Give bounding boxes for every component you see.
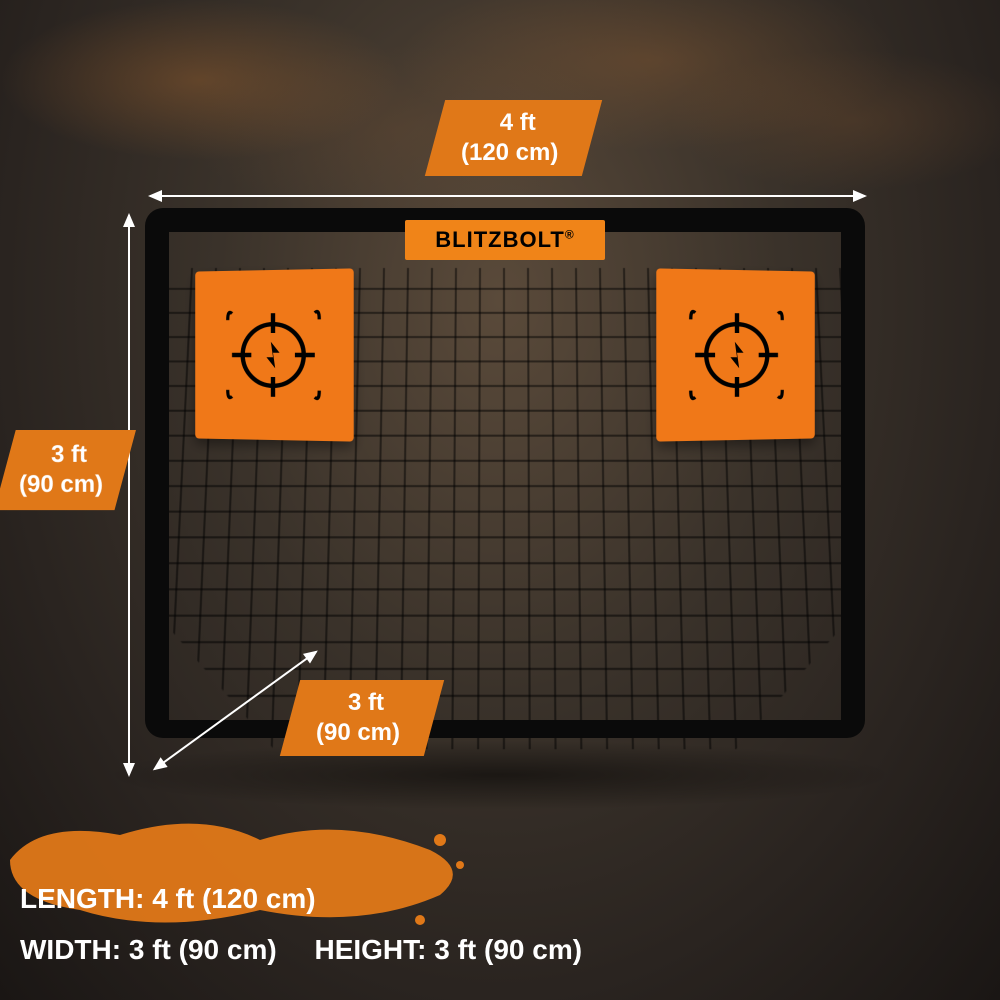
brand-band: BLITZBOLT® — [405, 220, 605, 260]
registered-icon: ® — [565, 228, 575, 242]
crosshair-icon — [219, 299, 328, 410]
width-arrow — [150, 195, 865, 197]
summary-block: LENGTH: 4 ft (120 cm) WIDTH: 3 ft (90 cm… — [20, 874, 612, 975]
brand-name: BLITZBOLT — [435, 227, 565, 252]
summary-height: HEIGHT: 3 ft (90 cm) — [314, 934, 582, 965]
depth-value-ft: 3 ft — [324, 688, 408, 718]
height-arrow — [128, 215, 130, 775]
summary-length: LENGTH: 4 ft (120 cm) — [20, 874, 612, 924]
ground-shadow — [100, 740, 900, 810]
width-value-cm: (120 cm) — [461, 138, 558, 168]
summary-width: WIDTH: 3 ft (90 cm) — [20, 934, 277, 965]
depth-label: 3 ft (90 cm) — [280, 680, 444, 756]
width-label: 4 ft (120 cm) — [425, 100, 603, 176]
height-value-ft: 3 ft — [27, 440, 111, 470]
width-value-ft: 4 ft — [469, 108, 566, 138]
crosshair-icon — [682, 299, 791, 410]
soccer-goal: BLITZBOLT® — [145, 208, 865, 738]
depth-value-cm: (90 cm) — [316, 718, 400, 748]
target-left — [195, 268, 353, 441]
height-label: 3 ft (90 cm) — [0, 430, 136, 510]
brand-text: BLITZBOLT® — [435, 227, 574, 253]
height-value-cm: (90 cm) — [19, 470, 103, 500]
target-right — [656, 268, 814, 441]
